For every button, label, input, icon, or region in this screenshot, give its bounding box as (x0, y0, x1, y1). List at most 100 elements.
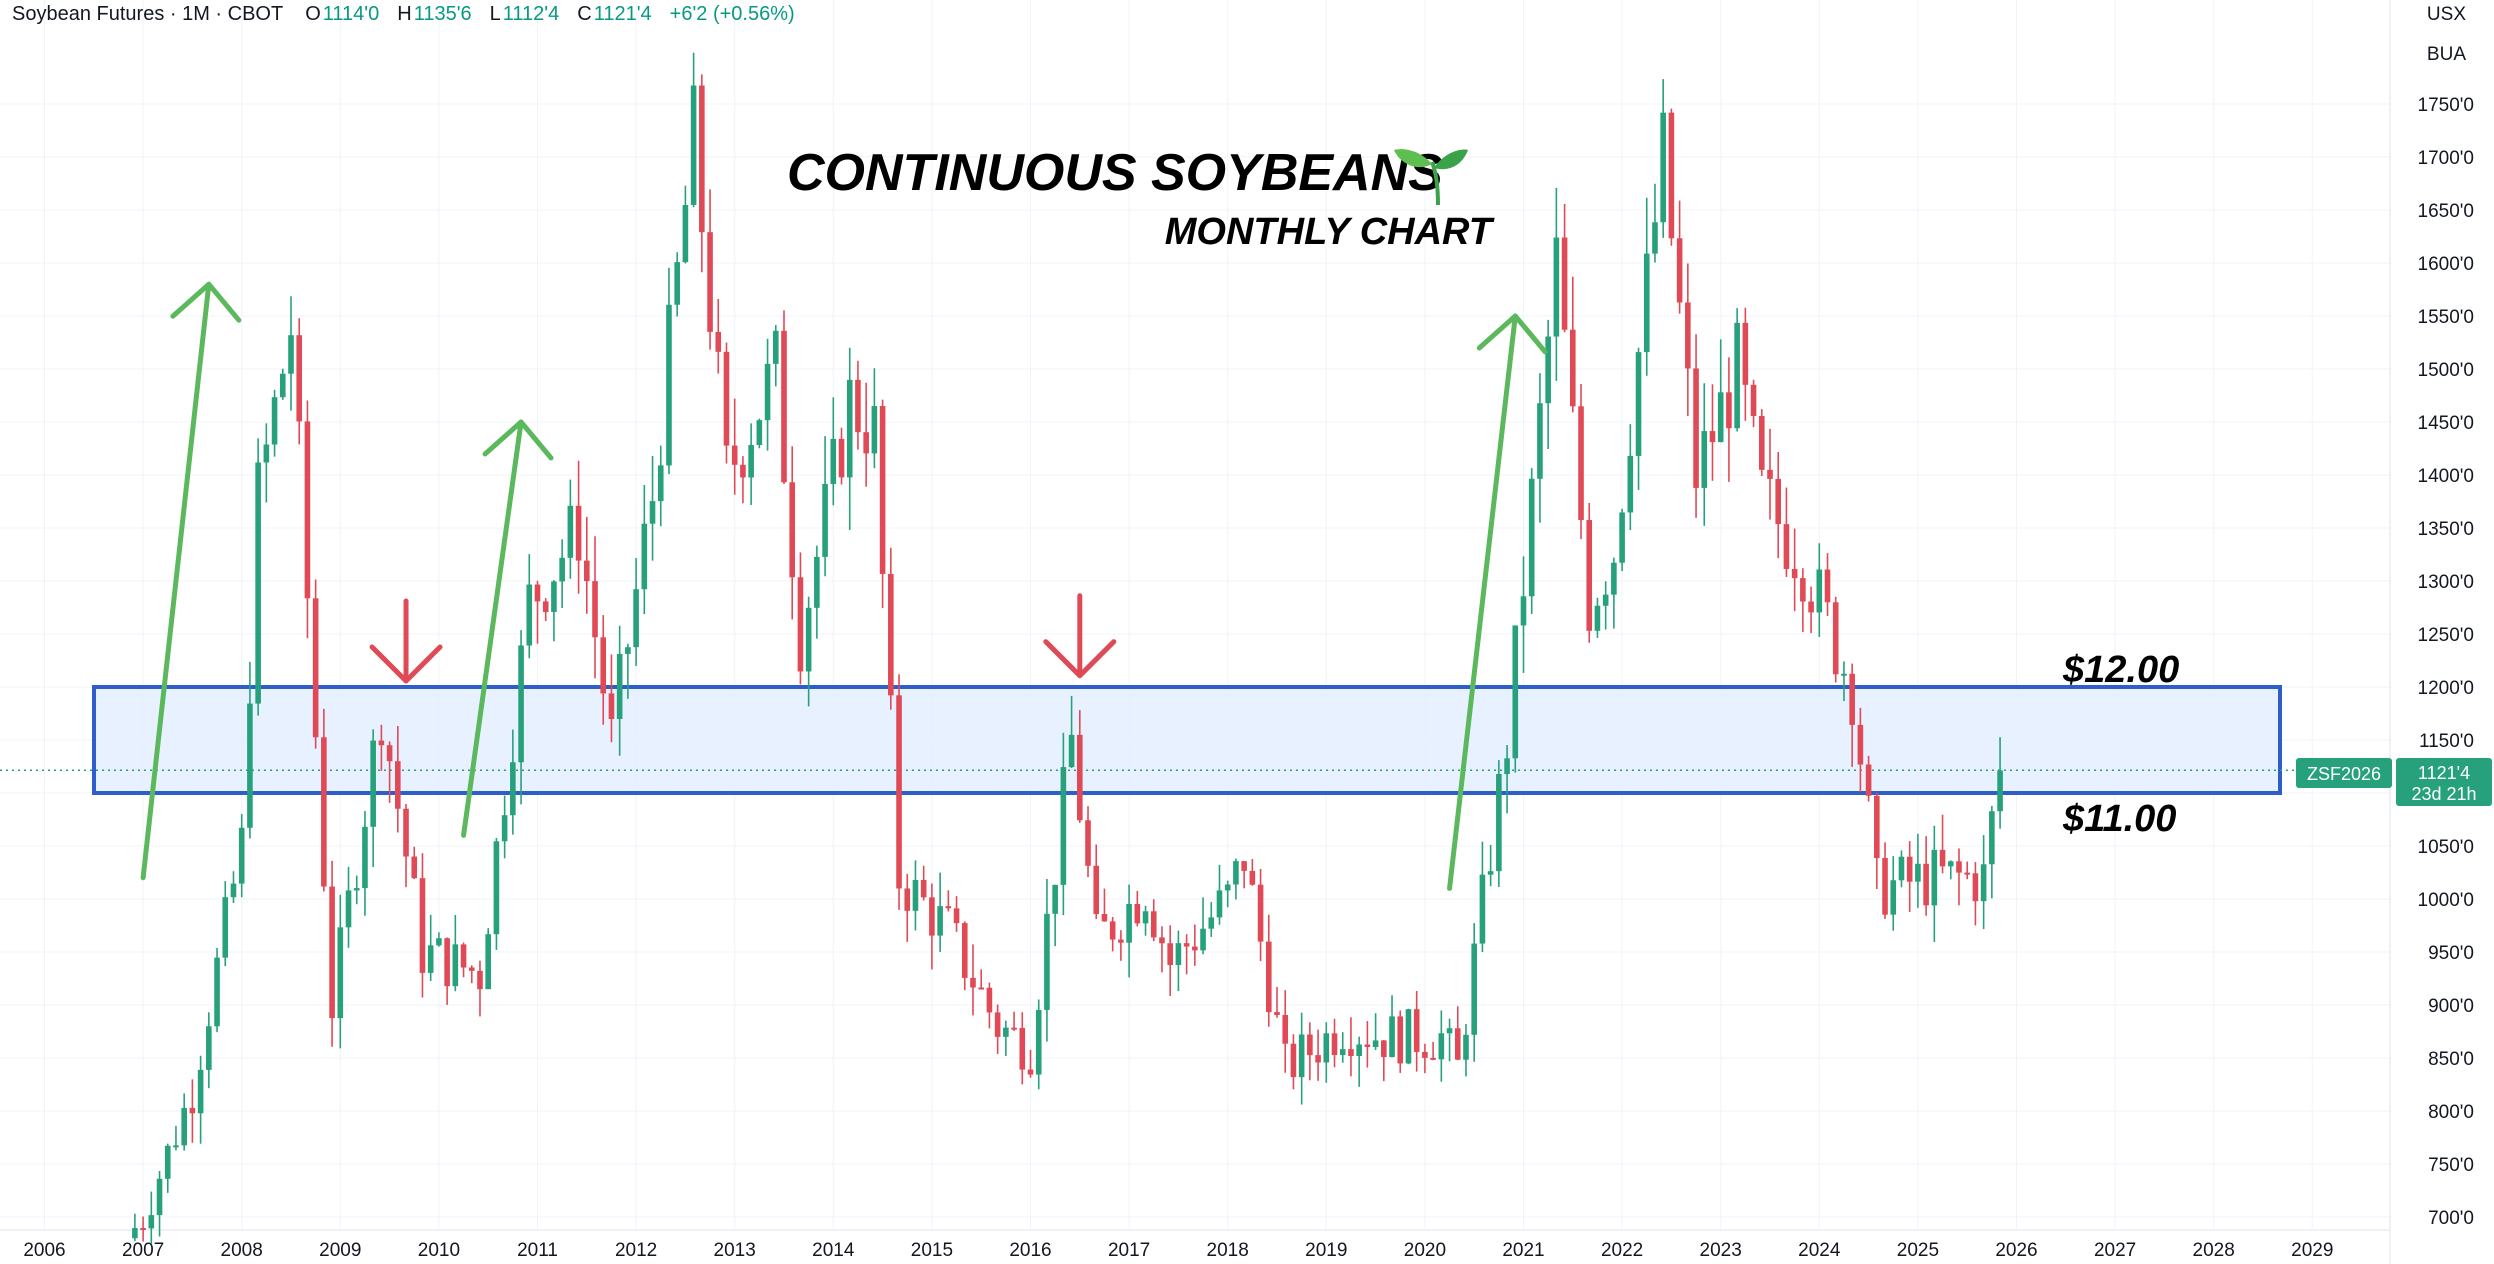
candle-down (1167, 943, 1173, 965)
candle-down (1093, 865, 1100, 914)
x-tick-label: 2016 (1009, 1240, 1051, 1261)
candle-down (1085, 820, 1091, 866)
candle-up (764, 363, 771, 421)
candle-up (1611, 562, 1617, 595)
candle-down (1150, 911, 1157, 938)
candle-down (855, 379, 861, 433)
candle-up (846, 379, 853, 478)
x-tick-label: 2024 (1798, 1240, 1841, 1261)
candle-down (1693, 368, 1699, 488)
x-tick-label: 2023 (1700, 1240, 1742, 1261)
candle-up (1652, 222, 1658, 254)
candle-up (1594, 605, 1601, 631)
candle-up (181, 1107, 187, 1146)
candle-up (1898, 856, 1905, 881)
candle-up (518, 645, 524, 763)
x-tick-label: 2020 (1404, 1240, 1446, 1261)
x-tick-label: 2012 (615, 1240, 657, 1261)
candle-up (1052, 884, 1058, 914)
candle-up (526, 584, 533, 646)
candle-down (1668, 112, 1675, 239)
x-tick-label: 2011 (517, 1240, 558, 1261)
candle-down (1109, 921, 1116, 940)
candle-down (1413, 1009, 1420, 1052)
candle-down (600, 637, 607, 694)
candle-down (904, 888, 911, 911)
candle-down (978, 987, 984, 990)
candle-down (1865, 764, 1872, 796)
x-tick-label: 2013 (714, 1240, 756, 1261)
candle-down (970, 977, 976, 988)
candle-up (1947, 861, 1954, 867)
candle-up (1816, 569, 1823, 613)
candle-up (1298, 1034, 1305, 1078)
candle-down (534, 584, 541, 602)
candle-up (551, 581, 557, 613)
trend-arrow-up (140, 281, 242, 881)
candle-up (1208, 917, 1215, 929)
candle-up (1841, 673, 1847, 676)
candle-down (1282, 1014, 1289, 1044)
candle-up (1545, 336, 1551, 404)
y-tick-label: 900'0 (2428, 996, 2474, 1017)
candle-down (1923, 863, 1929, 906)
candle-down (1578, 406, 1584, 521)
candle-down (584, 560, 590, 582)
candle-up (493, 841, 500, 935)
candle-up (805, 607, 812, 672)
candle-up (1553, 237, 1560, 337)
candle-down (723, 351, 730, 446)
countdown-label: 23d 21h (2411, 784, 2476, 804)
candle-up (1200, 928, 1206, 951)
candle-down (140, 1228, 146, 1231)
quantity-unit[interactable]: BUA (2426, 44, 2466, 65)
y-tick-label: 1550'0 (2418, 307, 2474, 328)
trend-arrow-down (1043, 593, 1117, 679)
candle-up (1126, 904, 1132, 943)
x-tick-label: 2014 (812, 1240, 855, 1261)
high-value: 1135'6 (413, 3, 472, 25)
candle-down (1956, 861, 1962, 873)
symbol-name: Soybean Futures · 1M · CBOT (12, 3, 284, 25)
candle-up (222, 897, 229, 958)
candle-down (329, 886, 335, 1019)
candle-up (822, 483, 828, 557)
candle-down (731, 445, 738, 465)
low-key: L (489, 3, 501, 25)
y-tick-label: 1600'0 (2418, 254, 2474, 275)
candle-up (1602, 594, 1609, 606)
candle-up (1619, 512, 1625, 563)
candle-down (789, 482, 796, 578)
candle-up (271, 397, 278, 445)
candle-down (715, 331, 722, 352)
candle-down (1134, 904, 1141, 924)
candle-up (1890, 880, 1897, 915)
candle-up (625, 647, 631, 654)
candle-down (1192, 946, 1198, 951)
candle-down (296, 335, 303, 422)
candle-down (797, 577, 804, 672)
candle-up (370, 740, 376, 827)
candles (132, 52, 2003, 1245)
candle-down (1709, 431, 1716, 443)
x-tick-label: 2015 (911, 1240, 953, 1261)
candle-down (986, 987, 993, 1013)
change-value: +6'2 (+0.56%) (669, 3, 795, 25)
candle-down (1857, 724, 1864, 765)
candle-up (567, 505, 574, 558)
candle-down (575, 505, 582, 561)
candle-up (1233, 861, 1239, 885)
currency-unit[interactable]: USX (2426, 4, 2466, 25)
candle-down (378, 740, 385, 746)
candle-up (1463, 1034, 1469, 1060)
candle-down (1685, 302, 1691, 369)
candle-down (460, 944, 467, 968)
candle-up (1372, 1040, 1379, 1048)
candle-down (1767, 469, 1773, 479)
candle-up (164, 1145, 171, 1179)
candle-up (1175, 943, 1182, 965)
candle-down (953, 908, 960, 924)
candle-down (1183, 943, 1190, 947)
x-tick-label: 2010 (418, 1240, 460, 1261)
